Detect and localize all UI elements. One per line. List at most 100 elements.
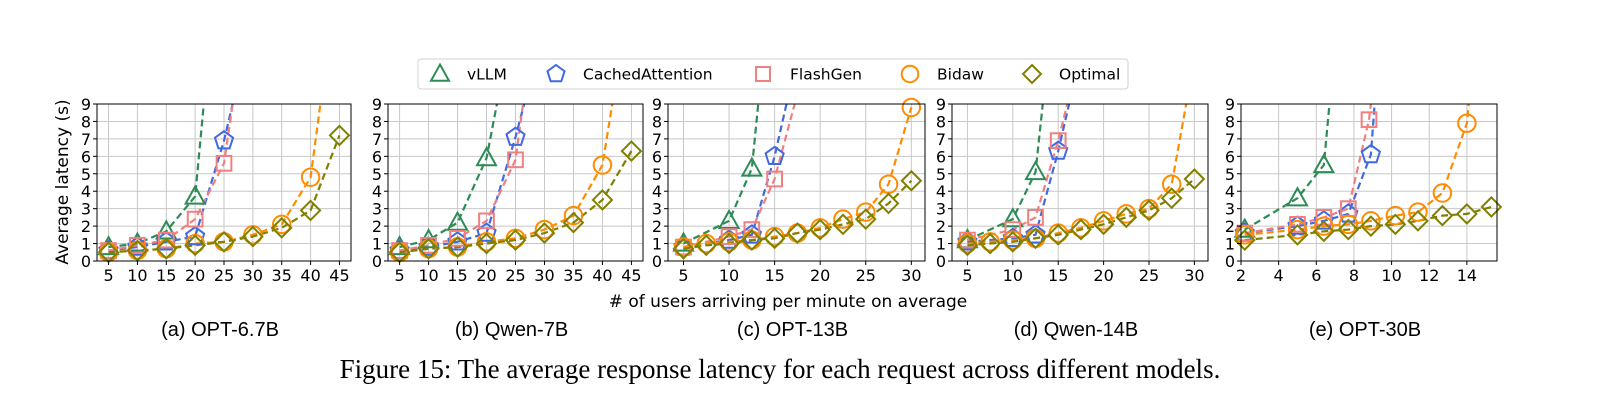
series-line-optimal	[1244, 205, 1492, 242]
legend-label-vllm: vLLM	[467, 66, 507, 84]
x-tick-label: 25	[856, 266, 876, 285]
point-optimal	[591, 189, 614, 211]
y-tick-label: 2	[936, 217, 946, 236]
point-optimal	[620, 140, 643, 163]
point-flashgen	[186, 210, 204, 228]
point-bidaw	[563, 205, 584, 226]
point-bidaw	[1235, 225, 1255, 245]
series-line-vllm	[966, 103, 1044, 242]
x-tick-label: 15	[764, 266, 784, 285]
plot-frame	[1240, 103, 1498, 262]
point-vllm	[446, 210, 469, 231]
point-optimal	[718, 232, 740, 255]
y-tick-label: 5	[81, 165, 91, 184]
point-bidaw	[592, 155, 613, 175]
point-optimal	[854, 208, 877, 231]
subfigure-caption: (b) Qwen-7B	[455, 319, 568, 341]
subfigure-caption: (e) OPT-30B	[1309, 319, 1421, 341]
point-bidaw	[1385, 205, 1406, 226]
legend-marker-flashgen	[755, 66, 771, 82]
x-tick-label: 4	[1274, 266, 1284, 285]
point-flashgen	[478, 212, 495, 230]
point-vllm	[740, 156, 764, 177]
x-tick-label: 25	[505, 266, 525, 285]
point-optimal	[1407, 209, 1429, 232]
subfigure-caption: (a) OPT-6.7B	[161, 319, 279, 341]
point-bidaw	[833, 209, 853, 229]
y-tick-label: 0	[652, 252, 662, 271]
series-line-bidaw	[399, 103, 614, 254]
point-bidaw	[1432, 183, 1453, 203]
series-line-vllm	[683, 103, 760, 245]
point-optimal	[1001, 230, 1024, 253]
point-optimal	[672, 237, 695, 260]
point-bidaw	[1161, 174, 1182, 194]
point-flashgen	[1049, 132, 1067, 149]
y-tick-label: 0	[1225, 252, 1235, 271]
x-tick-label: 2	[1236, 266, 1246, 285]
point-vllm	[717, 208, 741, 230]
y-tick-label: 5	[1225, 165, 1235, 184]
point-optimal	[979, 232, 1002, 255]
y-tick-label: 2	[372, 217, 382, 236]
legend-marker-optimal	[1021, 63, 1043, 85]
y-tick-label: 8	[372, 112, 382, 131]
series-group	[683, 103, 913, 250]
y-tick-label: 9	[1225, 95, 1235, 114]
point-optimal	[1047, 223, 1070, 246]
point-optimal	[809, 218, 832, 241]
point-optimal	[956, 234, 979, 257]
point-cachedattention	[764, 145, 785, 166]
point-optimal	[446, 236, 469, 258]
point-optimal	[562, 211, 585, 234]
legend-label-bidaw: Bidaw	[937, 66, 984, 84]
x-tick-label: 5	[103, 266, 113, 285]
point-bidaw	[1457, 113, 1477, 133]
point-optimal	[241, 225, 264, 248]
point-optimal	[417, 237, 440, 260]
point-optimal	[786, 222, 809, 245]
legend-label-optimal: Optimal	[1059, 66, 1120, 84]
legend-marker-cachedattention	[546, 63, 566, 83]
point-optimal	[740, 229, 763, 251]
point-bidaw	[300, 167, 321, 188]
subfigure-caption: (c) OPT-13B	[737, 319, 848, 341]
y-tick-label: 1	[372, 235, 382, 254]
x-tick-label: 30	[1184, 266, 1204, 285]
x-tick-label: 5	[394, 266, 404, 285]
x-tick-label: 5	[962, 266, 972, 285]
point-vllm	[1312, 153, 1336, 174]
point-optimal	[1431, 204, 1454, 227]
point-flashgen	[215, 154, 233, 172]
point-optimal	[1069, 218, 1092, 241]
point-flashgen	[766, 170, 783, 188]
series-line-optimal	[967, 178, 1196, 247]
point-optimal	[1160, 187, 1183, 210]
point-bidaw	[856, 202, 876, 222]
point-optimal	[1384, 213, 1407, 236]
point-vllm	[475, 146, 498, 167]
y-tick-label: 3	[652, 200, 662, 219]
y-tick-label: 1	[81, 235, 91, 254]
plot-frame	[951, 103, 1209, 262]
point-optimal	[504, 229, 527, 251]
point-optimal	[1286, 223, 1309, 246]
point-bidaw	[1287, 219, 1308, 240]
legend: vLLM CachedAttention FlashGen Bidaw Optimal	[417, 58, 1129, 90]
x-tick-label: 25	[214, 266, 234, 285]
x-tick-label: 10	[127, 266, 147, 285]
point-vllm	[1001, 207, 1025, 228]
point-flashgen	[1315, 209, 1333, 226]
point-optimal	[533, 222, 556, 245]
y-tick-label: 6	[1225, 147, 1235, 166]
series-line-flashgen	[399, 103, 525, 252]
x-tick-label: 6	[1311, 266, 1321, 285]
point-optimal	[270, 216, 293, 239]
x-tick-label: 10	[1003, 266, 1023, 285]
point-cachedattention	[1025, 224, 1046, 244]
y-tick-label: 6	[81, 147, 91, 166]
